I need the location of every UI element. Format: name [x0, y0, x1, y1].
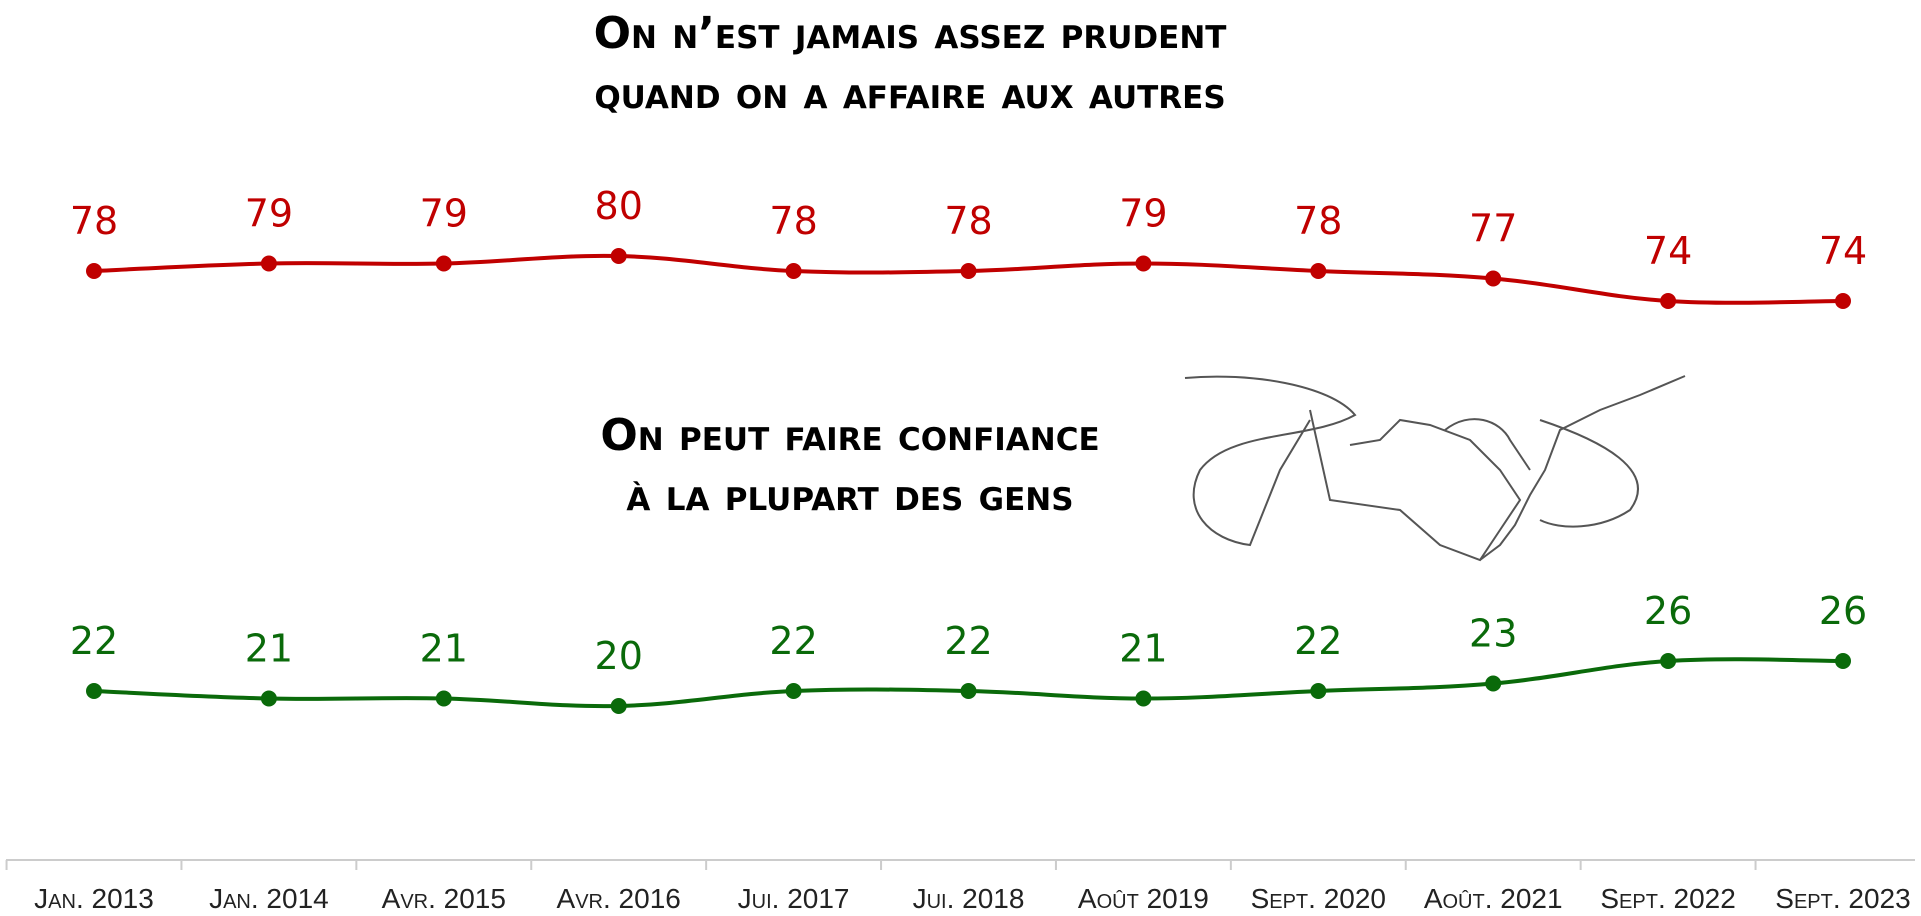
data-point: [1835, 653, 1851, 669]
data-label: 23: [1469, 612, 1517, 656]
x-tick-label: Août 2019: [1078, 883, 1209, 914]
data-point: [961, 683, 977, 699]
data-point: [786, 263, 802, 279]
data-point: [86, 263, 102, 279]
data-point: [1485, 676, 1501, 692]
data-label: 21: [420, 627, 468, 671]
data-label: 26: [1644, 589, 1692, 633]
handshake-illustration: [1185, 376, 1685, 560]
data-point: [786, 683, 802, 699]
x-tick-label: Août. 2021: [1424, 883, 1563, 914]
series-line: [94, 659, 1843, 706]
page: Jan. 2013 Jan. 2014 Avr. 2015 Avr. 2016 Jui.…: [0, 0, 1921, 916]
data-label: 77: [1469, 207, 1517, 251]
data-label: 74: [1644, 229, 1692, 273]
data-label: 22: [769, 619, 817, 663]
x-tick-label: Sept. 2020: [1251, 883, 1386, 914]
data-point: [611, 698, 627, 714]
data-label: 74: [1819, 229, 1867, 273]
data-point: [261, 691, 277, 707]
data-label: 22: [944, 619, 992, 663]
data-label: 78: [769, 199, 817, 243]
data-point: [1310, 263, 1326, 279]
data-label: 79: [420, 192, 468, 236]
data-point: [436, 691, 452, 707]
data-label: 22: [1294, 619, 1342, 663]
x-tick-label: Jui. 2018: [913, 883, 1025, 914]
data-point: [1310, 683, 1326, 699]
x-tick-label: Jui. 2017: [738, 883, 850, 914]
data-label: 21: [1119, 627, 1167, 671]
data-label: 22: [70, 619, 118, 663]
x-tick-label: Avr. 2015: [382, 883, 506, 914]
data-point: [1660, 293, 1676, 309]
x-tick-label: Sept. 2023: [1775, 883, 1910, 914]
data-label: 26: [1819, 589, 1867, 633]
data-label: 78: [1294, 199, 1342, 243]
data-point: [1835, 293, 1851, 309]
data-point: [1135, 256, 1151, 272]
data-point: [261, 256, 277, 272]
x-tick-label: Sept. 2022: [1600, 883, 1735, 914]
data-label: 79: [245, 192, 293, 236]
data-point: [1660, 653, 1676, 669]
x-tick-label: Avr. 2016: [557, 883, 681, 914]
x-tick-label: Jan. 2013: [34, 883, 154, 914]
data-label: 78: [944, 199, 992, 243]
data-label: 79: [1119, 192, 1167, 236]
data-label: 21: [245, 627, 293, 671]
x-tick-label: Jan. 2014: [209, 883, 329, 914]
data-point: [436, 256, 452, 272]
data-point: [1485, 271, 1501, 287]
series-line: [94, 256, 1843, 303]
series-label: On n’est jamais assez prudent quand on a…: [500, 4, 1320, 124]
data-label: 78: [70, 199, 118, 243]
data-point: [611, 248, 627, 264]
data-point: [961, 263, 977, 279]
data-label: 20: [595, 634, 643, 678]
data-point: [86, 683, 102, 699]
series-label: On peut faire confiance à la plupart des…: [520, 406, 1180, 526]
data-label: 80: [595, 184, 643, 228]
data-point: [1135, 691, 1151, 707]
